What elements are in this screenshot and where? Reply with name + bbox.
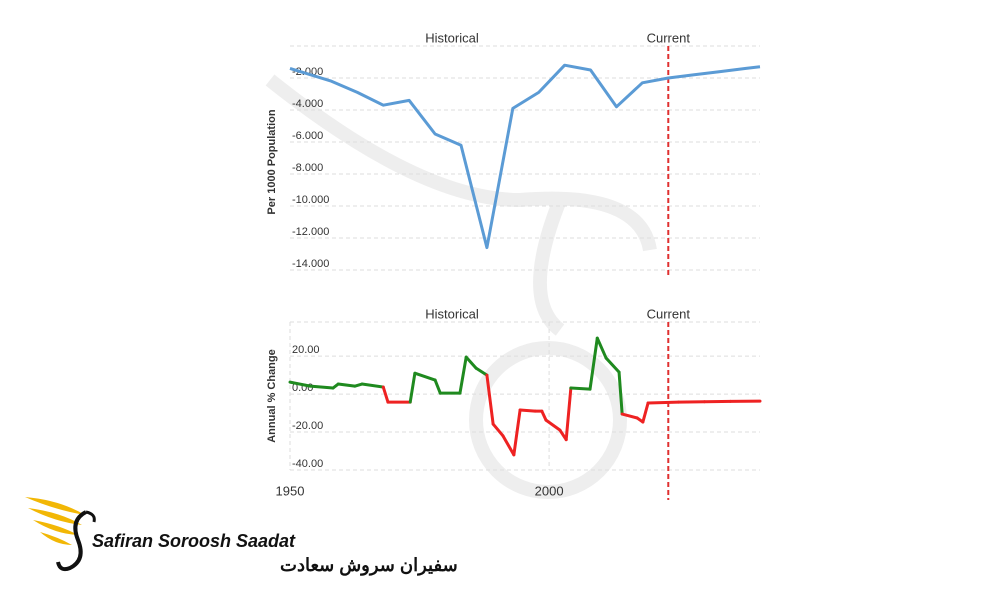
data-segment — [597, 338, 606, 358]
y-tick-label: -4.000 — [292, 98, 323, 110]
logo-name: Safiran Soroosh Saadat — [92, 531, 296, 551]
y-tick-label: -8.000 — [292, 162, 323, 174]
x-tick-label: 2000 — [535, 483, 564, 498]
annotation: Current — [647, 30, 691, 45]
data-segment — [362, 384, 383, 387]
data-segment — [648, 402, 679, 403]
y-tick-label: -6.000 — [292, 130, 323, 142]
data-segment — [466, 357, 476, 368]
y-tick-label: -20.00 — [292, 420, 323, 432]
data-segment — [643, 403, 648, 422]
data-segment — [476, 368, 487, 375]
data-segment — [410, 373, 415, 402]
data-segment — [435, 380, 440, 393]
data-segment — [520, 410, 535, 411]
data-segment — [415, 373, 435, 380]
y-tick-label: -14.000 — [292, 258, 329, 270]
y-axis-title: Annual % Change — [266, 349, 278, 443]
data-segment — [310, 386, 333, 388]
data-line — [290, 65, 760, 247]
data-segment — [493, 424, 503, 436]
data-segment — [546, 420, 560, 430]
y-tick-label: -40.00 — [292, 458, 323, 470]
data-segment — [460, 357, 466, 393]
x-tick-label: 1950 — [276, 483, 305, 498]
annotation: Historical — [425, 306, 479, 321]
y-tick-label: -10.000 — [292, 194, 329, 206]
data-segment — [503, 436, 514, 455]
y-axis-title: Per 1000 Population — [266, 109, 278, 214]
data-segment — [571, 388, 590, 389]
annotation: Historical — [425, 30, 479, 45]
data-segment — [338, 384, 355, 386]
y-tick-label: 20.00 — [292, 344, 320, 356]
logo-icon — [25, 497, 94, 569]
y-tick-label: -12.000 — [292, 226, 329, 238]
logo-name-fa: سفیران سروش سعادت — [280, 555, 458, 576]
annotation: Current — [647, 306, 691, 321]
